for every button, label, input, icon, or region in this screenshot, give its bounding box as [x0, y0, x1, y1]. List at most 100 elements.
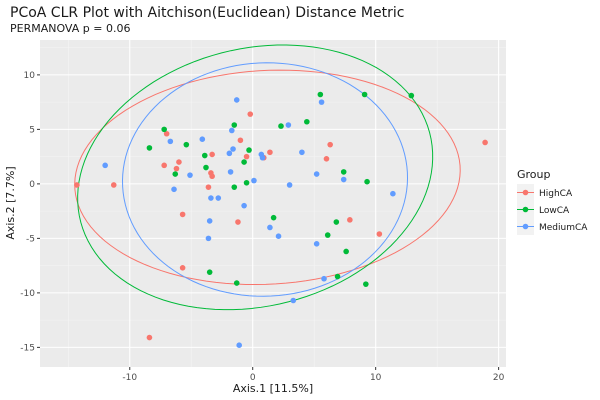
point-highca — [376, 231, 383, 237]
point-lowca — [408, 92, 415, 99]
point-mediumca — [321, 275, 327, 282]
point-lowca — [361, 91, 368, 98]
point-mediumca — [215, 195, 222, 201]
point-lowca — [324, 232, 331, 238]
point-mediumca — [230, 146, 236, 152]
point-lowca — [231, 122, 238, 128]
point-lowca — [333, 219, 340, 225]
legend: Group HighCA LowCA MediumCA — [517, 168, 588, 235]
plot-panel — [40, 40, 506, 367]
point-mediumca — [290, 297, 297, 304]
y-tick-label: -10 — [20, 289, 35, 299]
point-highca — [243, 153, 250, 160]
point-lowca — [183, 141, 190, 148]
point-mediumca — [227, 169, 234, 175]
point-lowca — [201, 152, 208, 159]
legend-title: Group — [517, 168, 551, 181]
legend-key-highca — [522, 189, 529, 196]
legend-label-lowca: LowCA — [539, 206, 570, 216]
point-highca — [209, 173, 215, 180]
legend-key-lowca — [522, 206, 529, 213]
point-lowca — [146, 145, 153, 151]
x-tick-label: 0 — [250, 373, 256, 383]
point-highca — [179, 265, 186, 271]
ellipse-mediumca — [121, 62, 409, 297]
point-lowca — [334, 273, 341, 280]
point-lowca — [343, 248, 349, 255]
point-lowca — [364, 178, 370, 185]
grid-lines — [40, 40, 506, 367]
x-tick-label: 20 — [493, 373, 505, 383]
point-mediumca — [226, 150, 233, 157]
point-lowca — [270, 214, 277, 221]
point-lowca — [161, 126, 167, 133]
point-mediumca — [251, 177, 257, 184]
point-highca — [163, 130, 170, 137]
point-highca — [267, 149, 273, 156]
point-mediumca — [299, 149, 305, 156]
chart-title: PCoA CLR Plot with Aitchison(Euclidean) … — [10, 5, 404, 21]
x-axis-title: Axis.1 [11.5%] — [233, 382, 313, 395]
point-mediumca — [236, 342, 242, 349]
point-mediumca — [267, 224, 273, 231]
point-lowca — [304, 118, 310, 125]
y-tick-label: -5 — [26, 234, 35, 244]
axis-ticks: -10 0 10 20 -15 -10 -5 0 5 10 — [20, 71, 504, 383]
point-mediumca — [313, 241, 320, 247]
point-highca — [235, 219, 241, 225]
point-lowca — [246, 147, 252, 153]
point-highca — [74, 182, 80, 188]
point-highca — [482, 139, 488, 146]
point-mediumca — [167, 138, 174, 145]
point-highca — [347, 217, 353, 223]
x-tick-label: -10 — [122, 373, 137, 383]
y-axis-title: Axis.2 [7.7%] — [4, 166, 17, 239]
point-lowca — [203, 164, 209, 171]
confidence-ellipses — [74, 44, 461, 311]
point-highca — [146, 334, 153, 341]
point-lowca — [241, 159, 247, 165]
legend-label-mediumca: MediumCA — [539, 223, 588, 233]
point-highca — [176, 159, 182, 165]
point-highca — [323, 156, 330, 162]
x-tick-label: 10 — [370, 373, 382, 383]
point-mediumca — [285, 122, 292, 128]
point-highca — [237, 137, 244, 144]
y-tick-label: 10 — [24, 71, 36, 81]
point-highca — [173, 165, 180, 172]
data-points — [74, 91, 488, 349]
ellipse-lowca — [77, 44, 434, 311]
point-lowca — [231, 184, 238, 190]
point-mediumca — [229, 127, 235, 134]
point-mediumca — [313, 171, 320, 177]
point-highca — [161, 162, 167, 169]
point-mediumca — [199, 136, 206, 142]
legend-key-mediumca — [522, 223, 529, 230]
point-highca — [209, 151, 215, 158]
point-highca — [205, 184, 212, 190]
point-lowca — [278, 123, 284, 129]
point-mediumca — [241, 202, 247, 209]
point-highca — [247, 111, 254, 117]
point-highca — [179, 211, 186, 218]
point-lowca — [206, 269, 213, 275]
legend-label-highca: HighCA — [539, 189, 573, 199]
point-mediumca — [340, 176, 347, 183]
point-highca — [327, 141, 333, 148]
point-mediumca — [233, 97, 240, 103]
point-lowca — [363, 281, 369, 287]
point-mediumca — [171, 186, 177, 193]
ellipse-highca — [74, 69, 461, 286]
point-mediumca — [206, 218, 213, 224]
point-mediumca — [205, 235, 212, 242]
point-mediumca — [208, 195, 214, 201]
point-lowca — [233, 280, 240, 286]
point-mediumca — [318, 99, 325, 105]
chart-subtitle: PERMANOVA p = 0.06 — [10, 22, 130, 35]
point-lowca — [172, 171, 179, 177]
point-mediumca — [286, 182, 293, 188]
point-lowca — [317, 91, 324, 98]
point-mediumca — [187, 172, 193, 178]
point-mediumca — [102, 162, 108, 169]
